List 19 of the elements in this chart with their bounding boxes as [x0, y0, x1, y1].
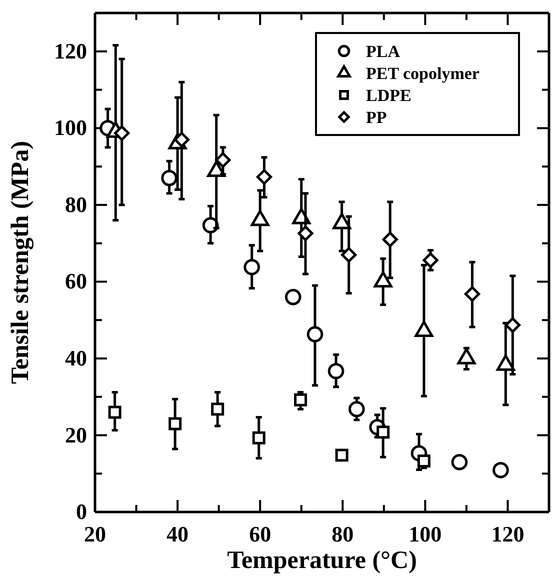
y-tick-label: 100: [54, 115, 87, 140]
legend-label: PET copolymer: [366, 64, 480, 83]
y-tick-label: 80: [65, 192, 87, 217]
y-tick-label: 60: [65, 268, 87, 294]
x-tick-label: 40: [166, 521, 189, 546]
y-tick-label: 120: [54, 38, 87, 64]
x-tick-label: 20: [84, 521, 106, 546]
x-tick-label: 100: [408, 521, 442, 546]
y-axis-title: Tensile strength (MPa): [7, 140, 34, 384]
y-tick-label: 0: [76, 499, 87, 524]
x-tick-label: 120: [491, 521, 524, 546]
y-tick-label: 20: [65, 422, 87, 448]
x-axis-title: Temperature (°C): [227, 547, 417, 574]
legend-label: LDPE: [366, 86, 412, 105]
legend-label: PLA: [366, 42, 401, 61]
y-tick-label: 40: [65, 346, 87, 370]
x-tick-label: 80: [332, 521, 354, 546]
legend-label: PP: [366, 108, 387, 127]
x-tick-label: 60: [249, 521, 272, 546]
